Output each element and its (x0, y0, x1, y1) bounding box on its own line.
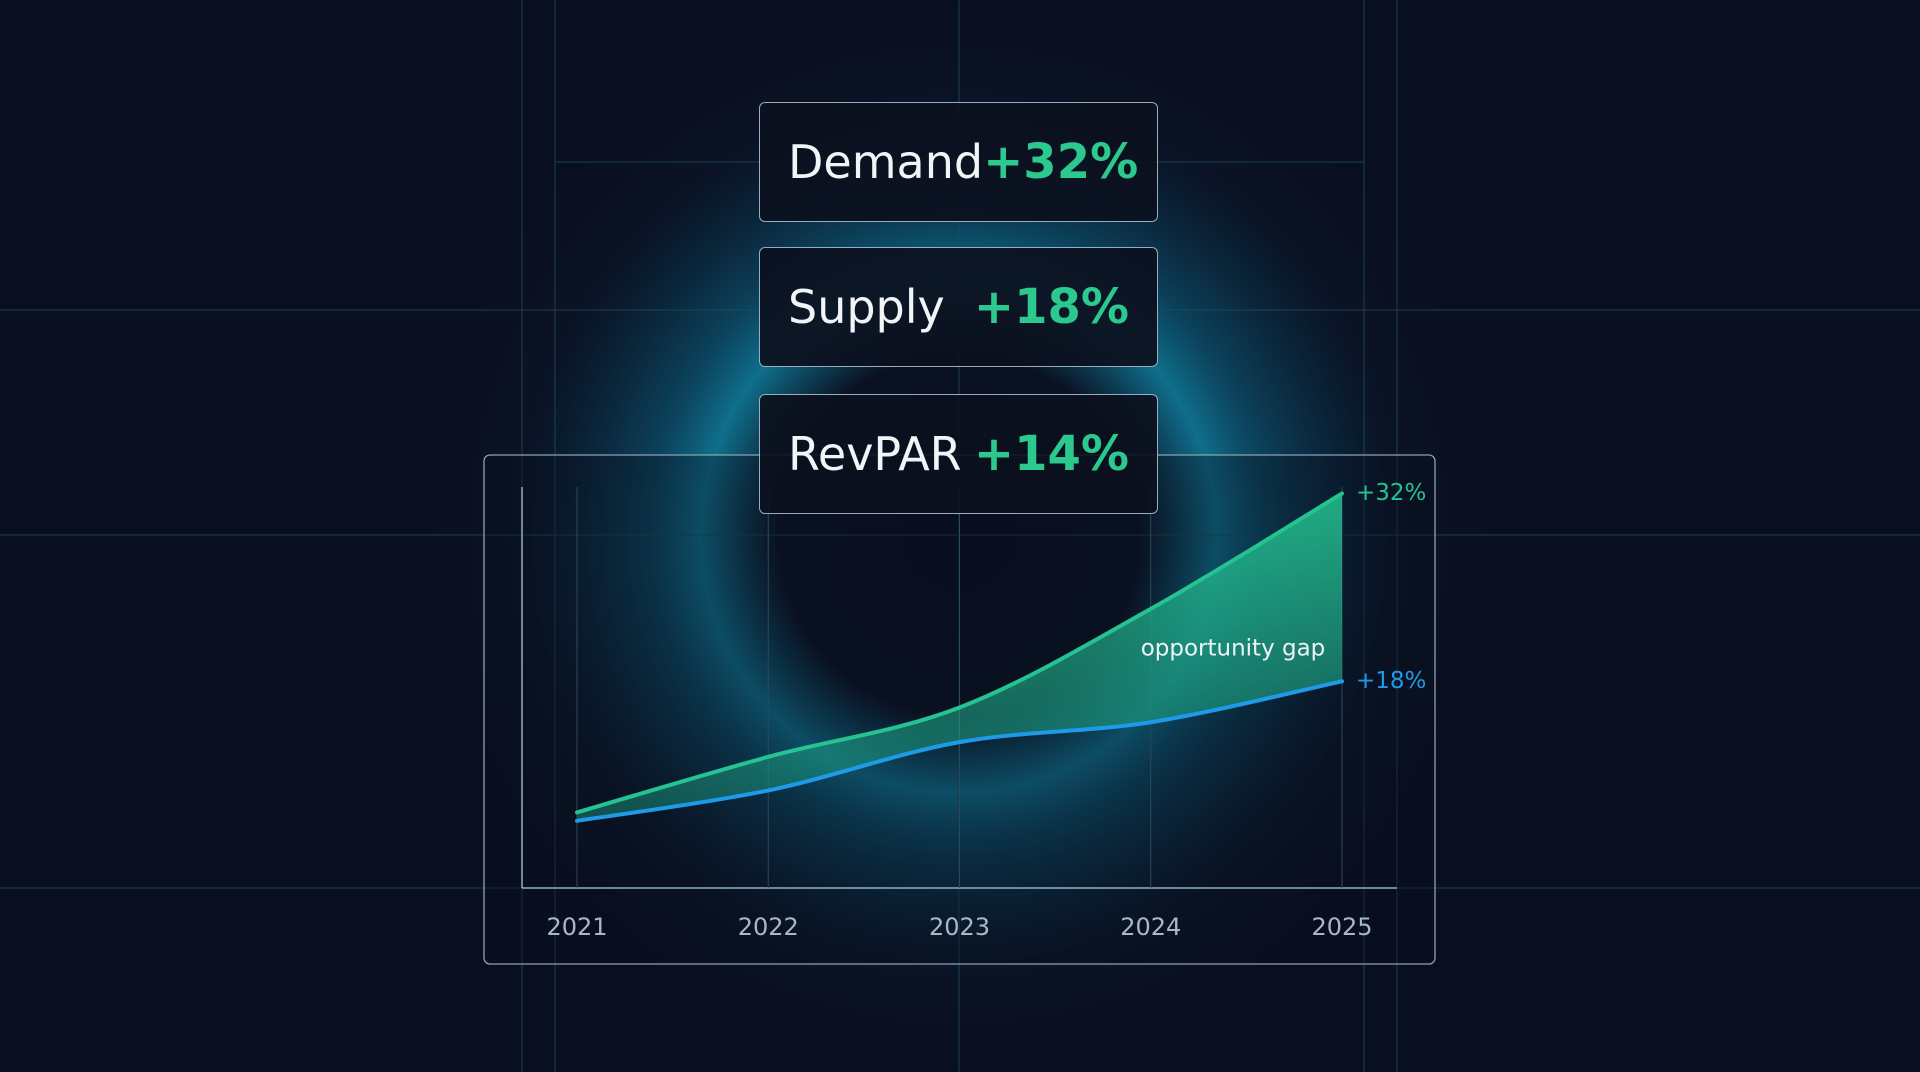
metric-value: +18% (973, 279, 1129, 335)
x-tick-label: 2024 (1120, 913, 1181, 941)
metric-label: Demand (788, 135, 984, 189)
x-tick-label: 2021 (546, 913, 607, 941)
series-line (575, 679, 1344, 823)
metric-value: +32% (983, 134, 1139, 190)
metric-value: +14% (973, 426, 1129, 482)
end-label: +32% (1356, 480, 1426, 506)
metric-card: RevPAR +14% (759, 394, 1158, 514)
x-tick-label: 2022 (738, 913, 799, 941)
x-tick-label: 2025 (1311, 913, 1372, 941)
gap-area (577, 493, 1342, 821)
gap-label: opportunity gap (1141, 636, 1326, 662)
end-label: +18% (1356, 668, 1426, 694)
metric-card: Demand +32% (759, 102, 1158, 222)
series-line (575, 491, 1344, 815)
metric-label: RevPAR (788, 427, 962, 481)
metric-label: Supply (788, 280, 945, 334)
metric-card: Supply +18% (759, 247, 1158, 367)
x-tick-label: 2023 (929, 913, 990, 941)
